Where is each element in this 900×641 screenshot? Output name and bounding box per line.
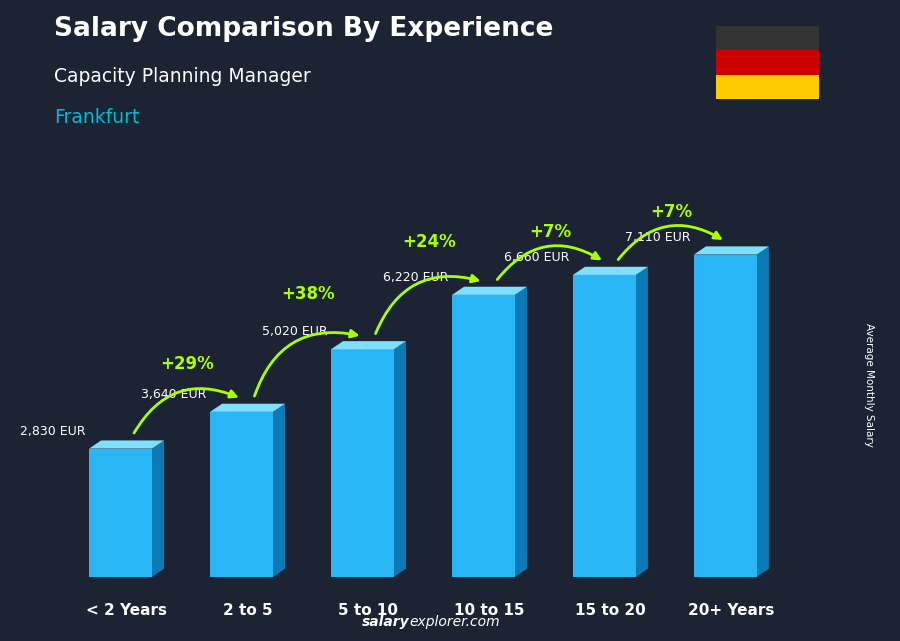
Bar <box>716 50 819 75</box>
Text: 3,640 EUR: 3,640 EUR <box>141 388 206 401</box>
Text: Frankfurt: Frankfurt <box>54 108 140 127</box>
Polygon shape <box>152 440 164 577</box>
Polygon shape <box>573 267 648 275</box>
Text: +7%: +7% <box>650 203 692 221</box>
Text: +24%: +24% <box>402 233 456 251</box>
Text: Salary Comparison By Experience: Salary Comparison By Experience <box>54 16 554 42</box>
Polygon shape <box>394 341 406 577</box>
Text: 10 to 15: 10 to 15 <box>454 603 525 618</box>
Text: 2 to 5: 2 to 5 <box>222 603 273 618</box>
Text: Average Monthly Salary: Average Monthly Salary <box>863 322 874 447</box>
Text: +29%: +29% <box>160 355 214 373</box>
Polygon shape <box>89 449 152 577</box>
Text: 20+ Years: 20+ Years <box>688 603 775 618</box>
Polygon shape <box>273 404 285 577</box>
Text: 5,020 EUR: 5,020 EUR <box>262 326 328 338</box>
Text: 15 to 20: 15 to 20 <box>575 603 646 618</box>
Text: < 2 Years: < 2 Years <box>86 603 167 618</box>
Polygon shape <box>452 295 515 577</box>
Polygon shape <box>89 440 164 449</box>
Polygon shape <box>331 349 394 577</box>
Polygon shape <box>452 287 527 295</box>
Polygon shape <box>515 287 527 577</box>
Polygon shape <box>635 267 648 577</box>
Bar <box>716 26 819 50</box>
Bar <box>716 75 819 99</box>
Text: 2,830 EUR: 2,830 EUR <box>20 425 86 438</box>
Polygon shape <box>210 412 273 577</box>
Polygon shape <box>694 254 757 577</box>
Polygon shape <box>694 246 769 254</box>
Text: explorer.com: explorer.com <box>410 615 500 629</box>
Text: +7%: +7% <box>529 223 571 241</box>
Polygon shape <box>757 246 769 577</box>
Text: 6,660 EUR: 6,660 EUR <box>504 251 570 264</box>
Text: +38%: +38% <box>281 285 335 303</box>
Polygon shape <box>210 404 285 412</box>
Polygon shape <box>331 341 406 349</box>
Text: Capacity Planning Manager: Capacity Planning Manager <box>54 67 310 87</box>
Text: 7,110 EUR: 7,110 EUR <box>625 231 690 244</box>
Text: 5 to 10: 5 to 10 <box>338 603 399 618</box>
Text: salary: salary <box>362 615 410 629</box>
Text: 6,220 EUR: 6,220 EUR <box>383 271 448 284</box>
Polygon shape <box>573 275 635 577</box>
